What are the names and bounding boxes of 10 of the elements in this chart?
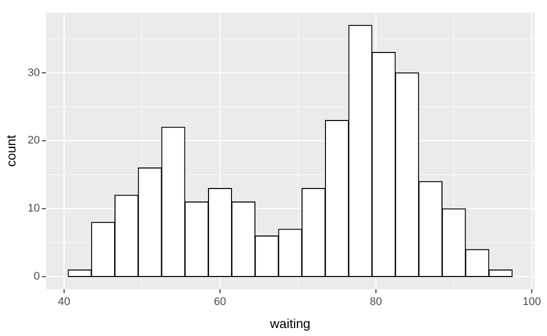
y-tick-label: 10 xyxy=(28,202,40,215)
y-tick-label: 20 xyxy=(28,134,40,147)
y-tick-label: 0 xyxy=(34,270,40,283)
x-tick-label: 60 xyxy=(214,296,226,308)
x-tick-label: 80 xyxy=(370,296,382,308)
y-tick-label: 30 xyxy=(28,66,40,79)
x-axis-title: waiting xyxy=(268,316,310,331)
x-tick-label: 100 xyxy=(522,296,541,308)
x-tick-label: 40 xyxy=(58,296,70,308)
y-axis-title: count xyxy=(3,134,18,167)
